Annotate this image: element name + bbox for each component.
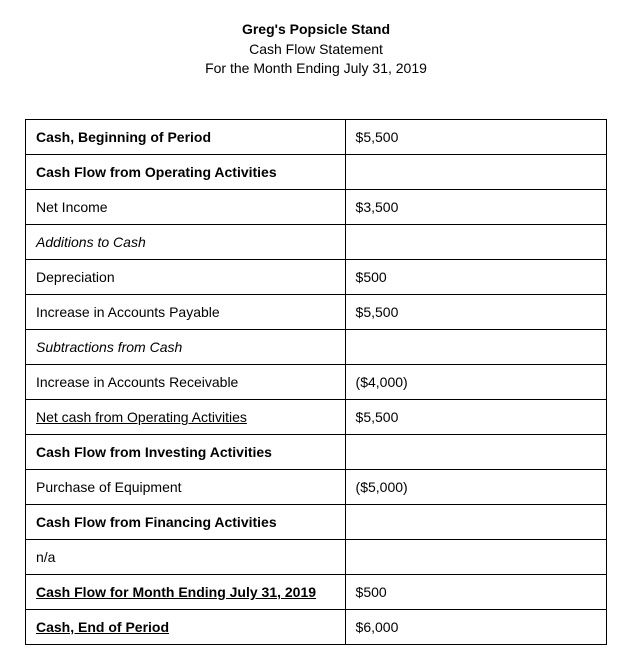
row-label: Net Income bbox=[26, 189, 346, 224]
table-row: Cash Flow for Month Ending July 31, 2019… bbox=[26, 574, 607, 609]
row-value bbox=[345, 539, 606, 574]
table-row: Subtractions from Cash bbox=[26, 329, 607, 364]
table-row: Net cash from Operating Activities$5,500 bbox=[26, 399, 607, 434]
row-label: n/a bbox=[26, 539, 346, 574]
company-title: Greg's Popsicle Stand bbox=[25, 20, 607, 40]
row-label: Increase in Accounts Payable bbox=[26, 294, 346, 329]
row-value: $500 bbox=[345, 574, 606, 609]
table-row: Net Income$3,500 bbox=[26, 189, 607, 224]
table-row: Cash, Beginning of Period$5,500 bbox=[26, 119, 607, 154]
row-value: ($4,000) bbox=[345, 364, 606, 399]
row-label: Subtractions from Cash bbox=[26, 329, 346, 364]
row-label: Additions to Cash bbox=[26, 224, 346, 259]
row-value: $5,500 bbox=[345, 294, 606, 329]
statement-type: Cash Flow Statement bbox=[25, 40, 607, 60]
cash-flow-table: Cash, Beginning of Period$5,500Cash Flow… bbox=[25, 119, 607, 645]
row-value bbox=[345, 434, 606, 469]
row-label: Cash Flow from Financing Activities bbox=[26, 504, 346, 539]
row-label: Increase in Accounts Receivable bbox=[26, 364, 346, 399]
row-value: $500 bbox=[345, 259, 606, 294]
statement-header: Greg's Popsicle Stand Cash Flow Statemen… bbox=[25, 20, 607, 79]
table-row: Increase in Accounts Receivable($4,000) bbox=[26, 364, 607, 399]
table-row: Cash Flow from Operating Activities bbox=[26, 154, 607, 189]
row-label: Cash Flow from Operating Activities bbox=[26, 154, 346, 189]
row-value bbox=[345, 154, 606, 189]
row-value: $3,500 bbox=[345, 189, 606, 224]
row-value: $5,500 bbox=[345, 119, 606, 154]
row-label: Cash Flow from Investing Activities bbox=[26, 434, 346, 469]
row-value bbox=[345, 504, 606, 539]
table-row: Increase in Accounts Payable$5,500 bbox=[26, 294, 607, 329]
row-value bbox=[345, 329, 606, 364]
table-row: Additions to Cash bbox=[26, 224, 607, 259]
table-row: n/a bbox=[26, 539, 607, 574]
row-value: $5,500 bbox=[345, 399, 606, 434]
table-row: Depreciation$500 bbox=[26, 259, 607, 294]
table-row: Cash Flow from Investing Activities bbox=[26, 434, 607, 469]
row-value: ($5,000) bbox=[345, 469, 606, 504]
row-label: Depreciation bbox=[26, 259, 346, 294]
row-label: Cash, End of Period bbox=[26, 609, 346, 644]
row-label: Cash Flow for Month Ending July 31, 2019 bbox=[26, 574, 346, 609]
row-label: Purchase of Equipment bbox=[26, 469, 346, 504]
table-row: Cash Flow from Financing Activities bbox=[26, 504, 607, 539]
statement-period: For the Month Ending July 31, 2019 bbox=[25, 59, 607, 79]
row-label: Cash, Beginning of Period bbox=[26, 119, 346, 154]
table-row: Purchase of Equipment($5,000) bbox=[26, 469, 607, 504]
table-row: Cash, End of Period$6,000 bbox=[26, 609, 607, 644]
row-value: $6,000 bbox=[345, 609, 606, 644]
row-value bbox=[345, 224, 606, 259]
row-label: Net cash from Operating Activities bbox=[26, 399, 346, 434]
